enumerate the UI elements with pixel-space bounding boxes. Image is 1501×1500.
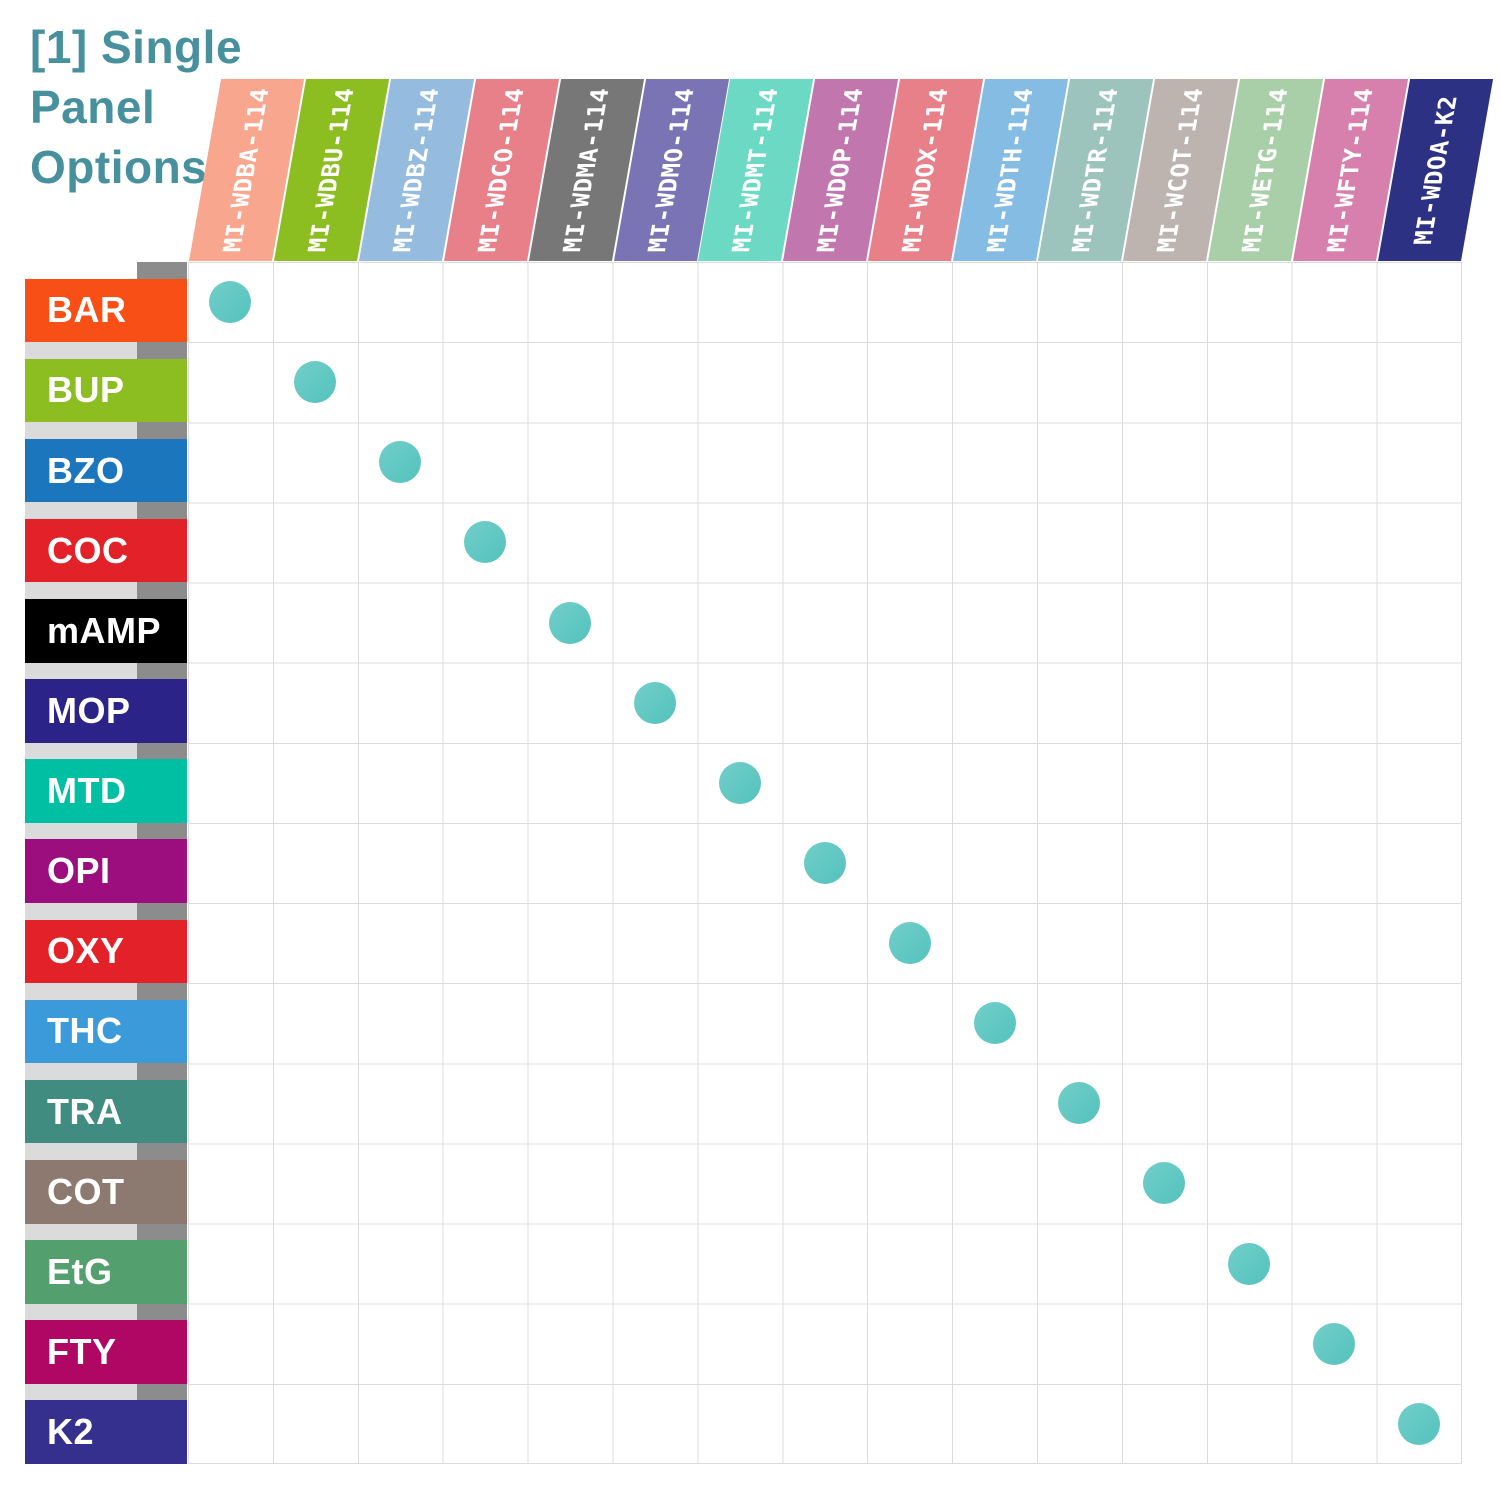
page-title-line-3: Options xyxy=(30,141,208,193)
column-header-label: MI-WDMA-114 xyxy=(557,87,615,253)
page-title-line-2: Panel xyxy=(30,81,156,133)
match-dot xyxy=(718,761,761,804)
column-header-label: MI-WDMO-114 xyxy=(642,87,700,253)
row-label: OPI xyxy=(25,839,187,903)
row-label: BZO xyxy=(25,438,187,503)
column-header-label: MI-WDBZ-114 xyxy=(387,87,445,253)
page-title: [1] Single Panel Options xyxy=(30,17,242,197)
match-dot xyxy=(1058,1082,1101,1125)
column-header-label: MI-WDTH-114 xyxy=(982,87,1040,253)
row-label: FTY xyxy=(25,1320,187,1384)
column-header-label: MI-WFTY-114 xyxy=(1321,87,1379,253)
match-dot xyxy=(1313,1322,1356,1365)
column-header-label: MI-WDMT-114 xyxy=(727,87,785,253)
column-header-label: MI-WDOA-K2 xyxy=(1407,95,1463,245)
row-label: COT xyxy=(25,1159,187,1224)
column-header-label: MI-WDBU-114 xyxy=(302,87,360,253)
row-label: COC xyxy=(25,518,187,583)
row-label: EtG xyxy=(25,1240,187,1304)
row-label: OXY xyxy=(25,919,187,984)
column-header-label: MI-WETG-114 xyxy=(1236,87,1294,253)
column-header-label: MI-WDBA-114 xyxy=(217,87,275,253)
row-label: BAR xyxy=(25,278,187,343)
match-dot xyxy=(294,361,337,404)
column-header-label: MI-WDOX-114 xyxy=(897,87,955,253)
match-dot xyxy=(1228,1242,1271,1285)
page-title-line-1: [1] Single xyxy=(30,21,243,73)
match-dot xyxy=(549,601,592,644)
row-label: TRA xyxy=(25,1079,187,1144)
column-header-label: MI-WDOP-114 xyxy=(812,87,870,253)
match-dot xyxy=(1398,1402,1441,1445)
row-label: K2 xyxy=(25,1400,187,1464)
match-dot xyxy=(464,521,507,564)
match-dot xyxy=(888,922,931,965)
column-header-label: MI-WDCO-114 xyxy=(472,87,530,253)
match-dot xyxy=(209,281,252,324)
row-label: THC xyxy=(25,999,187,1064)
row-label: MOP xyxy=(25,679,187,743)
match-dot xyxy=(379,441,422,484)
match-dot xyxy=(803,841,846,884)
match-dot xyxy=(973,1002,1016,1045)
match-dot xyxy=(1143,1162,1186,1205)
column-header-label: MI-WDTR-114 xyxy=(1066,87,1124,253)
row-label: mAMP xyxy=(25,599,187,663)
match-dot xyxy=(633,681,676,724)
row-label: BUP xyxy=(25,358,187,423)
row-label: MTD xyxy=(25,759,187,823)
column-header-label: MI-WCOT-114 xyxy=(1151,87,1209,253)
